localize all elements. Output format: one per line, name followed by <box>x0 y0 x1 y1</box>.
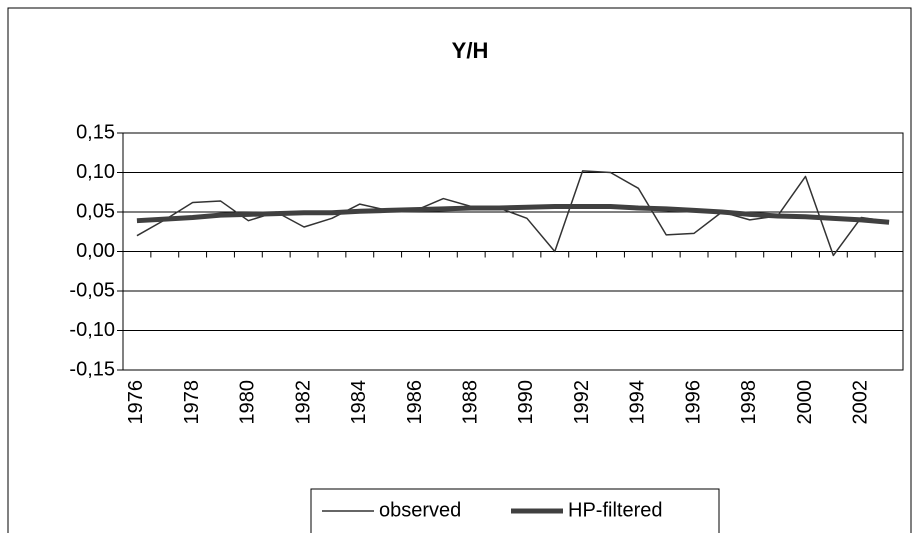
x-tick-label: 2000 <box>794 380 816 425</box>
x-tick-label: 1980 <box>237 380 259 425</box>
x-tick-label: 1976 <box>125 380 147 425</box>
x-tick-label: 1994 <box>627 380 649 425</box>
chart-border <box>7 7 912 533</box>
x-tick-label: 1984 <box>348 380 370 425</box>
y-tick-label: 0,00 <box>76 240 115 262</box>
y-tick-label: 0,05 <box>76 200 115 222</box>
y-tick-label: -0,05 <box>69 279 115 301</box>
y-tick-label: 0,15 <box>76 121 115 143</box>
x-tick-label: 1978 <box>181 380 203 425</box>
x-tick-label: 1996 <box>682 380 704 425</box>
chart-title: Y/H <box>452 38 489 63</box>
x-tick-label: 1998 <box>738 380 760 425</box>
y-tick-label: 0,10 <box>76 161 115 183</box>
y-tick-label: -0,10 <box>69 319 115 341</box>
x-tick-label: 1986 <box>404 380 426 425</box>
x-tick-label: 1982 <box>292 380 314 425</box>
x-tick-label: 1990 <box>515 380 537 425</box>
x-tick-label: 2002 <box>849 380 871 425</box>
legend-label: HP-filtered <box>568 499 662 521</box>
y-tick-label: -0,15 <box>69 358 115 380</box>
x-tick-label: 1988 <box>459 380 481 425</box>
x-tick-label: 1992 <box>571 380 593 425</box>
legend-label: observed <box>379 499 461 521</box>
series-line <box>136 203 890 225</box>
